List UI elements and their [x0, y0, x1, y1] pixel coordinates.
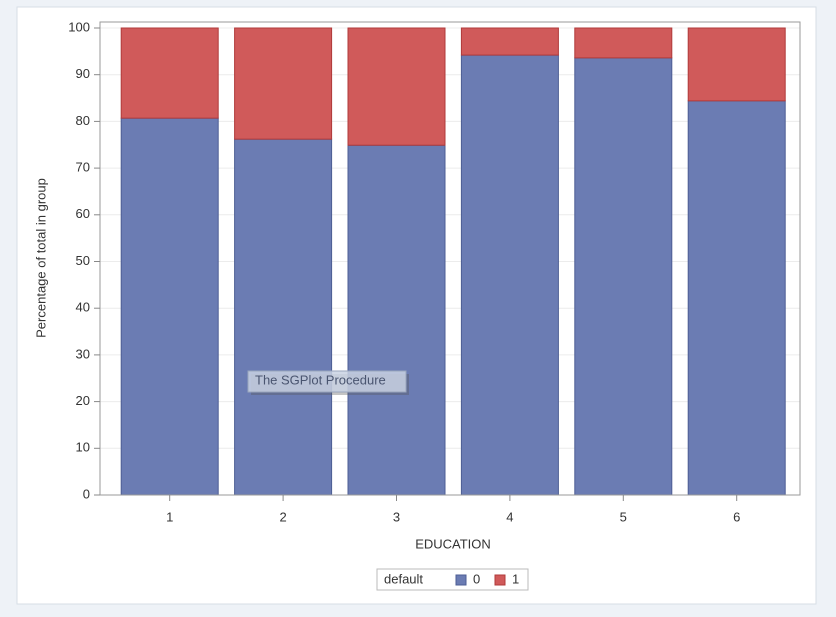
y-tick-label: 90 — [76, 66, 90, 81]
plot-frame — [99, 21, 801, 496]
y-axis-label: Percentage of total in group — [33, 178, 48, 338]
bar-segment — [347, 144, 446, 496]
bar-segment — [460, 27, 559, 56]
legend-box — [376, 568, 529, 591]
y-tick-label: 80 — [76, 113, 90, 128]
y-tick-label: 70 — [76, 160, 90, 175]
bar-segment — [574, 27, 673, 59]
x-tick-label: 5 — [620, 509, 627, 524]
legend-label: 1 — [512, 571, 519, 586]
y-tick-label: 20 — [76, 393, 90, 408]
y-tick-label: 50 — [76, 253, 90, 268]
legend-swatch — [455, 574, 467, 586]
bar-segment — [574, 57, 673, 496]
x-tick-label: 1 — [166, 509, 173, 524]
y-tick-label: 60 — [76, 206, 90, 221]
legend-swatch — [494, 574, 506, 586]
x-tick-label: 2 — [279, 509, 286, 524]
x-tick-label: 3 — [393, 509, 400, 524]
y-tick-label: 40 — [76, 300, 90, 315]
bar-segment — [234, 27, 333, 140]
y-tick-label: 0 — [83, 486, 90, 501]
bar-segment — [234, 138, 333, 496]
y-tick-label: 100 — [68, 19, 90, 34]
x-axis-label: EDUCATION — [415, 536, 491, 551]
bar-segment — [120, 117, 219, 496]
x-tick-label: 4 — [506, 509, 513, 524]
y-tick-label: 30 — [76, 346, 90, 361]
bar-segment — [120, 27, 219, 119]
tooltip-text: The SGPlot Procedure — [255, 372, 386, 387]
legend-label: 0 — [473, 571, 480, 586]
bar-segment — [687, 100, 786, 496]
x-tick-label: 6 — [733, 509, 740, 524]
legend-title: default — [384, 571, 423, 586]
bar-segment — [460, 54, 559, 496]
bar-segment — [687, 27, 786, 102]
y-tick-label: 10 — [76, 440, 90, 455]
tooltip — [247, 370, 407, 393]
bar-segment — [347, 27, 446, 146]
